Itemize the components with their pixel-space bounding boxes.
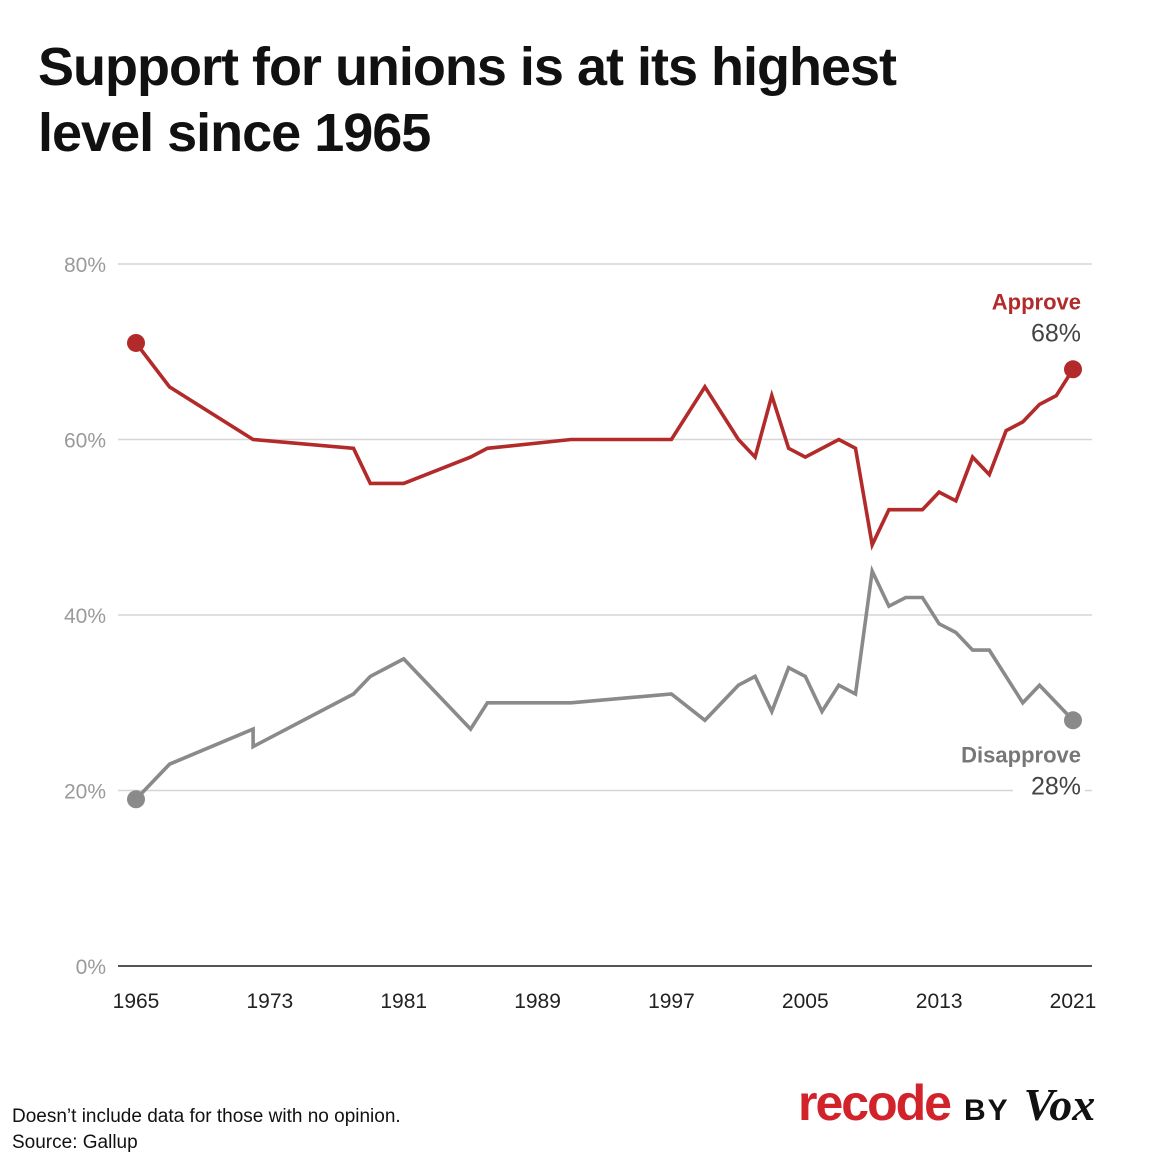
brand-logo: recode BY Vox [798,1074,1095,1132]
disapprove-start-point [127,790,145,809]
chart-title: Support for unions is at its highest lev… [38,37,897,163]
x-tick-label: 1965 [113,990,160,1013]
disapprove-label-bg [1013,768,1085,803]
y-tick-label: 20% [64,781,106,804]
y-tick-label: 40% [64,605,106,628]
disapprove-value-label: 28% [1031,772,1081,800]
y-tick-label: 0% [76,956,106,979]
disapprove-series-line [134,564,1075,801]
x-tick-label: 1989 [514,990,561,1013]
x-tick-label: 2013 [916,990,963,1013]
recode-logo: recode [798,1075,952,1131]
x-tick-label: 2005 [782,990,829,1013]
footnote-note: Doesn’t include data for those with no o… [12,1106,401,1127]
vox-logo: Vox [1023,1079,1096,1130]
brand-by-text: BY [963,1094,1010,1127]
y-tick-label: 80% [64,254,106,277]
disapprove-end-point [1064,711,1082,730]
footnote: Doesn’t include data for those with no o… [12,1104,401,1156]
x-tick-label: 2021 [1050,990,1097,1013]
y-tick-label: 60% [64,430,106,453]
approve-start-point [127,333,145,352]
approve-end-point [1064,360,1082,379]
approve-value-label: 68% [1031,319,1081,347]
x-tick-label: 1981 [380,990,427,1013]
disapprove-label: Disapprove [961,742,1081,767]
approve-label: Approve [992,289,1081,314]
approve-series-line [134,341,1075,551]
footnote-source: Source: Gallup [12,1132,138,1153]
x-tick-label: 1973 [246,990,293,1013]
x-tick-label: 1997 [648,990,695,1013]
